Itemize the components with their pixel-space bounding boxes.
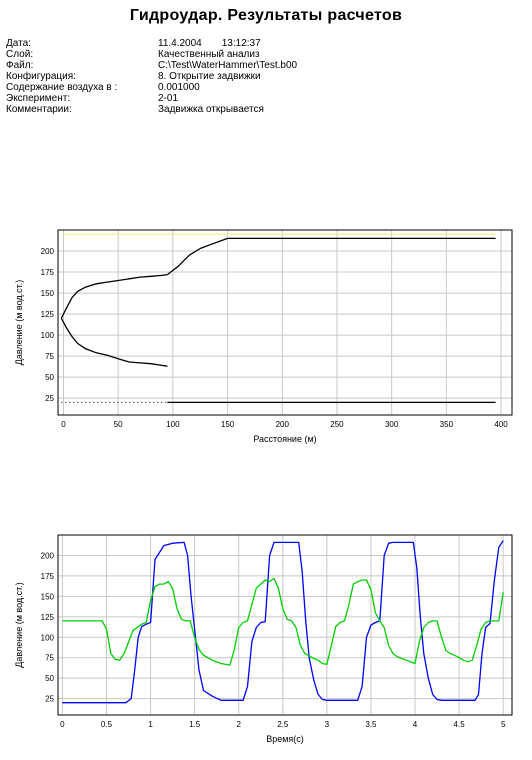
x-tick-label: 1 bbox=[148, 720, 153, 729]
x-tick-label: 0 bbox=[60, 720, 65, 729]
meta-value: Задвижка открывается bbox=[158, 104, 264, 115]
meta-value: Качественный анализ bbox=[158, 49, 260, 60]
x-tick-label: 250 bbox=[330, 420, 344, 429]
y-tick-label: 100 bbox=[41, 633, 55, 642]
x-tick-label: 400 bbox=[494, 420, 508, 429]
x-tick-label: 4 bbox=[413, 720, 418, 729]
x-tick-label: 100 bbox=[166, 420, 180, 429]
x-tick-label: 200 bbox=[276, 420, 290, 429]
x-tick-label: 0 bbox=[61, 420, 66, 429]
meta-value: 11.4.2004 bbox=[158, 38, 202, 49]
meta-key: Эксперимент: bbox=[6, 93, 71, 104]
meta-key: Дата: bbox=[6, 38, 31, 49]
meta-value: 8. Открытие задвижки bbox=[158, 71, 261, 82]
y-tick-label: 125 bbox=[41, 310, 55, 319]
series-line-black-series bbox=[60, 317, 168, 367]
x-axis-label: Расстояние (м) bbox=[253, 434, 316, 444]
x-axis-label: Время(с) bbox=[266, 734, 304, 744]
x-tick-label: 150 bbox=[221, 420, 235, 429]
meta-row-config: Конфигурация: 8. Открытие задвижки bbox=[6, 71, 297, 82]
meta-row-layer: Слой: Качественный анализ bbox=[6, 49, 297, 60]
y-tick-label: 50 bbox=[45, 674, 54, 683]
x-tick-label: 0.5 bbox=[101, 720, 113, 729]
y-tick-label: 125 bbox=[41, 613, 55, 622]
x-tick-label: 3.5 bbox=[365, 720, 377, 729]
x-tick-label: 50 bbox=[114, 420, 123, 429]
x-tick-label: 4.5 bbox=[454, 720, 466, 729]
meta-key: Файл: bbox=[6, 60, 34, 71]
report-meta: Дата: 11.4.2004 13:12:37 Слой: Качествен… bbox=[6, 38, 297, 115]
meta-key: Содержание воздуха в : bbox=[6, 82, 118, 93]
meta-time: 13:12:37 bbox=[221, 38, 261, 49]
y-tick-label: 150 bbox=[41, 289, 55, 298]
y-tick-label: 25 bbox=[45, 695, 54, 704]
pressure-vs-time-chart: 0 0.5 1 1.5 2 2.5 3 3.5 4 4.5 5 25 50 75 100 125 150 175 2… bbox=[14, 534, 513, 744]
y-tick-label: 75 bbox=[45, 352, 54, 361]
meta-row-date: Дата: 11.4.2004 13:12:37 bbox=[6, 38, 297, 49]
meta-value: C:\Test\WaterHammer\Test.b00 bbox=[158, 60, 298, 71]
y-tick-label: 150 bbox=[41, 592, 55, 601]
meta-row-experiment: Эксперимент: 2-01 bbox=[6, 93, 297, 104]
meta-key: Конфигурация: bbox=[6, 71, 76, 82]
meta-row-file: Файл: C:\Test\WaterHammer\Test.b00 bbox=[6, 60, 297, 71]
x-tick-label: 1.5 bbox=[189, 720, 201, 729]
x-tick-label: 350 bbox=[440, 420, 454, 429]
report-title: Гидроудар. Результаты расчетов bbox=[129, 7, 403, 24]
y-axis-label: Давление (м вод.ст.) bbox=[14, 280, 24, 365]
x-tick-label: 300 bbox=[385, 420, 399, 429]
x-tick-label: 3 bbox=[325, 720, 330, 729]
plot-frame bbox=[57, 534, 513, 716]
meta-key: Слой: bbox=[6, 49, 34, 60]
x-tick-label: 2.5 bbox=[277, 720, 289, 729]
y-tick-label: 25 bbox=[45, 394, 54, 403]
meta-row-air: Содержание воздуха в : 0.001000 bbox=[6, 82, 297, 93]
meta-key: Комментарии: bbox=[6, 104, 72, 115]
x-tick-label: 2 bbox=[236, 720, 241, 729]
y-tick-label: 50 bbox=[45, 373, 54, 382]
x-tick-label: 5 bbox=[501, 720, 506, 729]
series-line-black-series bbox=[167, 237, 496, 276]
meta-value: 2-01 bbox=[158, 93, 179, 104]
y-axis-label: Давление (м вод.ст.) bbox=[14, 582, 24, 667]
y-tick-label: 175 bbox=[41, 572, 55, 581]
meta-row-comments: Комментарии: Задвижка открывается bbox=[6, 104, 297, 115]
series-line-blue-series bbox=[62, 540, 504, 704]
y-tick-label: 175 bbox=[41, 268, 55, 277]
pressure-vs-distance-chart: 0 50 100 150 200 250 300 350 400 25 50 75 100 125 150 1… bbox=[14, 229, 513, 444]
series-line-green-series bbox=[62, 577, 504, 666]
series-line-black-series bbox=[60, 273, 168, 319]
meta-value: 0.001000 bbox=[158, 82, 200, 93]
y-tick-label: 200 bbox=[41, 551, 55, 560]
y-tick-label: 100 bbox=[41, 331, 55, 340]
plot-frame bbox=[57, 229, 513, 416]
y-tick-label: 75 bbox=[45, 654, 54, 663]
y-tick-label: 200 bbox=[41, 247, 55, 256]
